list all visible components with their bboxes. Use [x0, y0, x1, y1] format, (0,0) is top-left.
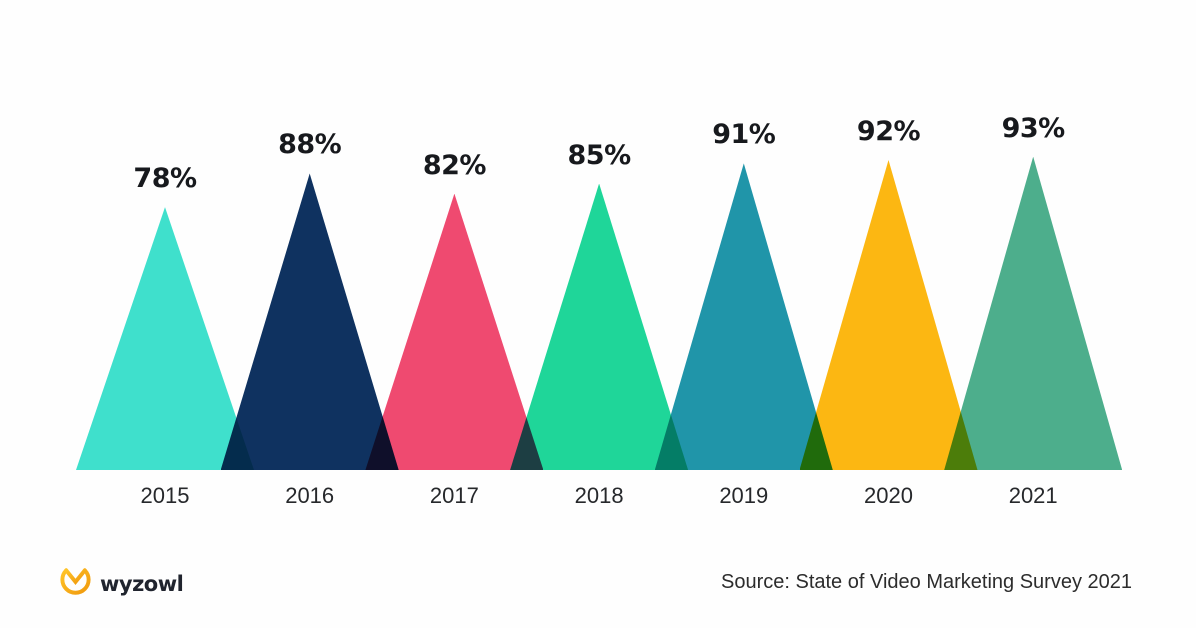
value-label-2020: 92% [856, 115, 921, 147]
wyzowl-logo: wyzowl [58, 566, 184, 601]
year-label-2016: 2016 [285, 483, 335, 508]
value-label-2019: 91% [712, 119, 776, 151]
year-label-2020: 2020 [864, 483, 913, 508]
year-label-2018: 2018 [574, 483, 624, 508]
value-label-2017: 82% [422, 149, 487, 181]
triangle-2016 [220, 173, 399, 470]
year-label-2015: 2015 [140, 483, 190, 508]
triangle-2015 [76, 207, 254, 470]
value-label-2018: 85% [567, 139, 632, 171]
value-label-2016: 88% [278, 129, 342, 161]
triangle-2019 [654, 163, 833, 470]
triangle-2021 [944, 156, 1123, 470]
brand-name: wyzowl [100, 571, 184, 596]
triangle-2018 [510, 183, 689, 470]
year-label-2019: 2019 [719, 483, 769, 508]
year-label-2021: 2021 [1008, 483, 1058, 508]
wyzowl-owl-icon [60, 568, 91, 595]
value-label-2021: 93% [1001, 112, 1066, 144]
year-label-2017: 2017 [429, 483, 479, 508]
triangle-2020 [799, 159, 978, 470]
source-attribution: Source: State of Video Marketing Survey … [721, 571, 1132, 593]
value-label-2015: 78% [133, 163, 197, 195]
triangle-2017 [365, 193, 544, 470]
